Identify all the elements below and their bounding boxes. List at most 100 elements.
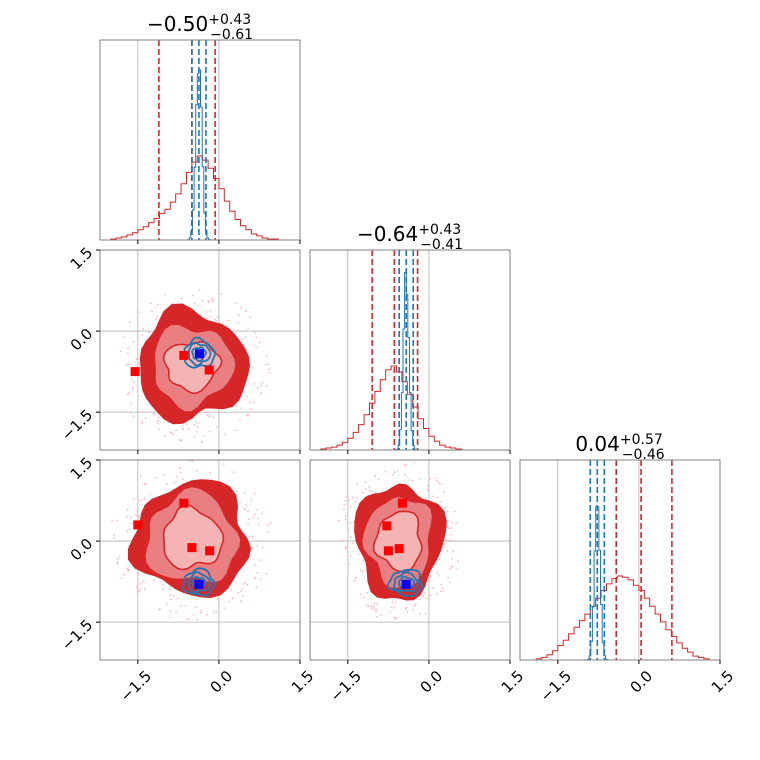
scatter-point [251,547,253,549]
scatter-point [193,435,196,438]
scatter-point [111,519,113,522]
scatter-point [424,613,427,616]
scatter-point [132,340,135,343]
scatter-point [445,539,448,541]
scatter-point [255,586,258,589]
scatter-point [261,512,263,515]
scatter-point [126,508,129,511]
blue-marker [194,579,204,589]
title-plus: +0.57 [620,432,663,448]
scatter-point [240,600,242,602]
scatter-point [158,428,160,431]
scatter-point [222,463,225,465]
scatter-point [441,547,444,549]
x-tick-label: −1.5 [327,667,365,705]
scatter-point [435,572,438,574]
scatter-point [256,545,259,547]
scatter-point [240,590,243,593]
scatter-point [419,598,421,601]
scatter-point [132,498,135,500]
scatter-point [224,432,227,435]
scatter-point [116,562,119,565]
scatter-point [127,392,130,394]
scatter-point [203,435,206,437]
scatter-point [218,437,221,440]
scatter-point [127,363,130,366]
scatter-point [197,422,200,425]
scatter-point [218,605,221,607]
scatter-point [211,300,214,303]
scatter-point [256,387,259,390]
blue-contour [386,568,424,598]
scatter-point [247,510,249,512]
scatter-point [436,593,439,595]
red-marker [383,546,393,556]
scatter-point [256,517,259,520]
scatter-point [129,522,132,524]
scatter-point [408,479,410,481]
scatter-point [142,327,145,330]
scatter-point [347,563,350,566]
scatter-point [390,606,393,609]
red-marker [179,350,189,360]
scatter-point [139,582,142,585]
red-histogram [100,155,300,241]
red-marker [397,498,407,508]
scatter-point [123,573,126,576]
scatter-point [456,560,459,562]
scatter-point [255,336,258,339]
scatter-point [176,597,179,600]
scatter-point [149,302,152,305]
scatter-point [438,575,440,577]
scatter-point [392,473,395,476]
scatter-point [196,304,199,307]
scatter-point [438,558,441,561]
y-tick-label: −1.5 [58,616,96,654]
scatter-point [157,416,160,419]
y-tick-label: 0.0 [67,325,97,355]
scatter-point [372,605,375,608]
scatter-point [168,616,171,619]
red-marker [205,546,215,556]
scatter-point [374,475,377,477]
scatter-point [241,338,243,341]
scatter-point [217,598,220,600]
scatter-point [164,435,167,438]
panel-title: 0.04+0.57 −0.46 [575,432,664,463]
scatter-point [209,315,212,318]
scatter-point [169,588,171,591]
scatter-point [254,577,257,580]
scatter-point [419,613,421,615]
scatter-point [128,528,131,531]
scatter-point [253,492,256,495]
scatter-point [446,526,448,528]
scatter-point [259,578,262,581]
scatter-point [181,425,184,428]
scatter-point [162,474,165,476]
scatter-point [181,297,184,300]
scatter-point [170,432,173,434]
title-plus: +0.43 [418,222,461,238]
scatter-point [173,481,176,484]
scatter-point [193,424,196,426]
blue-marker [195,349,204,359]
scatter-point [375,602,378,605]
blue-contour [181,567,216,597]
scatter-point [365,604,368,607]
blue-marker [401,579,411,589]
scatter-point [154,306,157,308]
title-plus: +0.43 [208,12,251,28]
scatter-point [200,611,203,614]
scatter-point [259,559,262,561]
scatter-point [413,604,416,607]
scatter-point [161,588,164,590]
scatter-point [443,543,445,546]
scatter-point [240,407,243,410]
scatter-point [220,293,223,295]
scatter-point [405,606,408,609]
scatter-point [426,485,429,487]
scatter-point [148,331,150,334]
scatter-point [166,483,169,485]
scatter-point [349,522,352,525]
